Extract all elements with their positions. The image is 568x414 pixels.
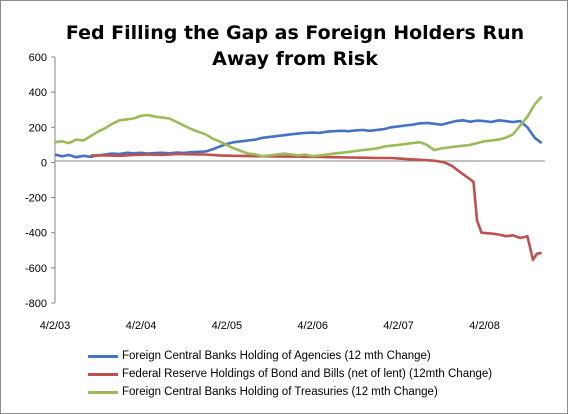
legend-swatch-fed	[88, 372, 118, 376]
series-line-agencies	[54, 119, 543, 159]
legend-item-agencies: Foreign Central Banks Holding of Agencie…	[88, 347, 492, 365]
legend-swatch-agencies	[88, 354, 118, 358]
legend-item-fed: Federal Reserve Holdings of Bond and Bil…	[88, 365, 492, 383]
series-line-treasuries	[54, 95, 543, 158]
series-group	[54, 95, 543, 262]
chart-title-line-2: Away from Risk	[212, 48, 378, 70]
y-tick-label: 0	[41, 157, 47, 169]
series-line-fed	[90, 152, 542, 262]
y-tick-label: -400	[25, 228, 47, 240]
chart-title-line-1: Fed Filling the Gap as Foreign Holders R…	[65, 22, 525, 44]
legend-label-agencies: Foreign Central Banks Holding of Agencie…	[122, 350, 431, 362]
legend-label-fed: Federal Reserve Holdings of Bond and Bil…	[122, 368, 493, 380]
x-tick-label: 4/2/06	[297, 320, 328, 332]
legend-swatch-treasuries	[88, 390, 118, 394]
legend: Foreign Central Banks Holding of Agencie…	[88, 347, 492, 401]
x-tick-label: 4/2/08	[469, 320, 500, 332]
x-tick-label: 4/2/05	[212, 320, 243, 332]
x-tick-label: 4/2/03	[40, 320, 71, 332]
y-tick-label: 400	[29, 87, 47, 99]
y-tick-group: 600 400 200 0 -200 -400 -600 -800	[25, 52, 55, 310]
y-tick-label: 600	[29, 52, 47, 64]
y-tick-label: -600	[25, 263, 47, 275]
x-tick-label: 4/2/07	[383, 320, 414, 332]
legend-item-treasuries: Foreign Central Banks Holding of Treasur…	[88, 383, 492, 401]
y-tick-label: -200	[25, 193, 47, 205]
y-tick-label: -800	[25, 298, 47, 310]
legend-label-treasuries: Foreign Central Banks Holding of Treasur…	[122, 386, 438, 398]
y-tick-label: 200	[29, 122, 47, 134]
x-tick-label: 4/2/04	[126, 320, 157, 332]
chart-title: Fed Filling the Gap as Foreign Holders R…	[60, 20, 530, 72]
x-tick-group: 4/2/03 4/2/04 4/2/05 4/2/06 4/2/07 4/2/08	[40, 320, 500, 332]
